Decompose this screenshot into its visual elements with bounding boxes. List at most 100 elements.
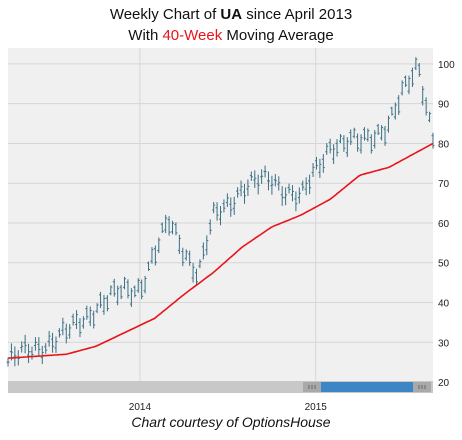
- title-suffix: since April 2013: [242, 6, 353, 23]
- price-bar: [54, 336, 58, 354]
- price-bar: [335, 139, 339, 157]
- price-bar: [78, 318, 82, 338]
- price-bar: [143, 275, 147, 294]
- price-bar: [297, 187, 301, 204]
- y-tick-label: 90: [438, 100, 450, 111]
- price-bar: [428, 111, 432, 123]
- price-bar: [404, 75, 408, 87]
- price-bar: [64, 323, 68, 344]
- price-bar: [136, 278, 140, 293]
- price-bar: [95, 303, 99, 314]
- price-bar: [263, 165, 267, 178]
- price-bar: [225, 193, 229, 207]
- scrollbar-thumb[interactable]: [303, 382, 431, 392]
- price-bar: [68, 324, 72, 339]
- price-bar: [256, 174, 260, 195]
- price-bar: [147, 261, 151, 271]
- price-bar: [356, 133, 360, 152]
- price-bar: [328, 138, 332, 154]
- price-bar: [188, 250, 192, 266]
- price-bar: [33, 337, 37, 351]
- price-bar: [109, 285, 113, 296]
- price-bar: [349, 129, 353, 145]
- price-bar: [6, 357, 10, 367]
- price-bar: [266, 171, 270, 191]
- subtitle-suffix: Moving Average: [222, 27, 334, 44]
- price-bar: [181, 247, 185, 267]
- price-bar: [249, 171, 253, 181]
- price-bar: [61, 317, 65, 336]
- price-bar: [85, 305, 89, 320]
- price-bar: [191, 262, 195, 283]
- price-bar: [304, 177, 308, 196]
- price-bar: [160, 222, 164, 234]
- price-bar: [171, 220, 175, 235]
- price-bar: [311, 162, 315, 178]
- price-bar: [242, 183, 246, 204]
- price-bar: [177, 234, 181, 254]
- price-bar: [280, 186, 284, 206]
- price-bar: [126, 279, 130, 299]
- title-ticker: UA: [220, 6, 243, 23]
- price-bar: [164, 214, 168, 234]
- price-bar: [30, 346, 34, 360]
- price-bar: [260, 169, 264, 184]
- price-bar: [102, 294, 106, 315]
- y-tick-label: 40: [438, 299, 450, 310]
- price-bar: [133, 285, 137, 298]
- price-bars: [6, 57, 435, 367]
- price-bar: [195, 268, 199, 286]
- price-bar: [99, 291, 103, 309]
- price-bar: [342, 135, 346, 152]
- title-line-2: With 40-Week Moving Average: [0, 25, 462, 46]
- price-bar: [294, 191, 298, 212]
- price-bar: [386, 115, 390, 133]
- price-bar: [393, 102, 397, 120]
- price-bar: [284, 187, 288, 206]
- price-bar: [369, 134, 373, 154]
- price-bar: [407, 75, 411, 95]
- x-axis: 2014 2015: [129, 402, 328, 413]
- price-bar: [397, 95, 401, 115]
- price-bar: [376, 123, 380, 135]
- price-bar: [390, 106, 394, 116]
- y-tick-label: 60: [438, 219, 450, 230]
- price-bar: [13, 346, 17, 367]
- y-tick-label: 50: [438, 259, 450, 270]
- price-bar: [287, 183, 291, 194]
- price-bar: [232, 196, 236, 215]
- price-bar: [116, 285, 120, 306]
- price-bar: [51, 332, 55, 353]
- y-axis: 20 30 40 50 60 70 80 90 100: [438, 60, 455, 389]
- price-bar: [359, 134, 363, 154]
- price-bar: [290, 185, 294, 202]
- price-bar: [277, 176, 281, 191]
- price-bar: [157, 237, 161, 254]
- price-bar: [119, 284, 123, 300]
- price-bar: [215, 202, 219, 221]
- price-bar: [345, 137, 349, 158]
- subtitle-prefix: With: [128, 27, 163, 44]
- price-bar: [273, 174, 277, 187]
- subtitle-highlight: 40-Week: [162, 27, 223, 44]
- y-tick-label: 70: [438, 179, 450, 190]
- price-bar: [44, 343, 48, 354]
- price-bar: [150, 247, 154, 264]
- price-bar: [92, 310, 96, 329]
- price-bar: [112, 278, 116, 297]
- price-bar: [421, 85, 425, 106]
- y-tick-label: 20: [438, 378, 450, 389]
- moving-average-line: [7, 142, 434, 359]
- price-bar: [23, 334, 27, 354]
- price-bar: [57, 328, 61, 338]
- price-bar: [37, 337, 41, 357]
- price-bar: [308, 174, 312, 195]
- price-bar: [184, 249, 188, 261]
- y-tick-label: 80: [438, 139, 450, 150]
- price-bar: [431, 132, 435, 149]
- price-bar: [352, 127, 356, 139]
- price-bar: [129, 288, 133, 307]
- price-bar: [140, 279, 144, 300]
- scrollbar[interactable]: [8, 381, 433, 393]
- price-bar: [400, 80, 404, 96]
